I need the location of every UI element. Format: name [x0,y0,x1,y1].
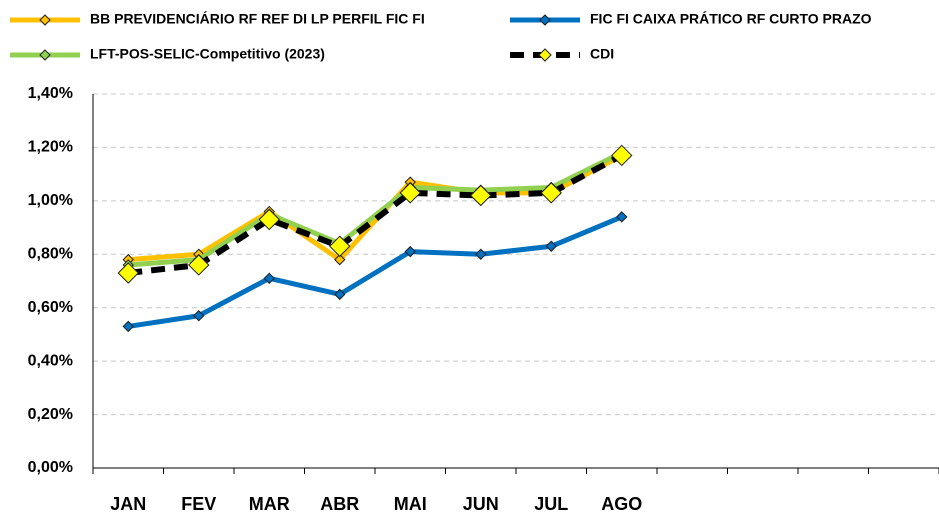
marker [616,211,628,223]
x-tick-label: MAR [249,494,290,514]
x-tick-label: AGO [601,494,642,514]
marker [117,262,139,284]
marker [258,208,280,231]
series-line [128,150,623,268]
marker [404,245,416,258]
x-tick-label: JAN [110,494,146,514]
series-line [127,152,624,276]
marker [329,235,351,257]
series-line [127,214,623,329]
marker [188,254,210,276]
y-tick-label: 1,40% [28,85,73,102]
marker [475,248,487,260]
marker [193,310,205,322]
marker [540,182,562,204]
y-tick-label: 1,00% [28,192,73,209]
y-tick-label: 0,60% [28,299,73,316]
legend-label: LFT-POS-SELIC-Competitivo (2023) [90,46,325,62]
legend-label: FIC FI CAIXA PRÁTICO RF CURTO PRAZO [590,11,872,27]
marker [611,144,633,167]
marker [334,288,346,301]
y-tick-label: 1,20% [28,139,73,156]
x-tick-label: JUL [534,494,568,514]
x-tick-label: ABR [320,494,359,514]
marker [470,184,492,207]
x-tick-label: MAI [394,494,427,514]
x-tick-label: FEV [181,494,216,514]
legend-marker [538,48,552,62]
x-tick-label: JUN [463,494,499,514]
legend-marker [39,49,51,61]
y-tick-label: 0,80% [28,246,73,263]
legend-label: CDI [590,46,614,62]
y-tick-label: 0,20% [28,406,73,423]
legend-marker [39,14,51,26]
marker [263,272,275,285]
marker [399,182,421,204]
marker [122,320,134,333]
y-tick-label: 0,00% [28,459,73,476]
series-line [128,153,623,263]
marker [334,253,346,266]
marker [545,240,557,252]
legend-label: BB PREVIDENCIÁRIO RF REF DI LP PERFIL FI… [90,11,425,27]
y-tick-label: 0,40% [28,352,73,369]
legend-marker [539,14,551,26]
